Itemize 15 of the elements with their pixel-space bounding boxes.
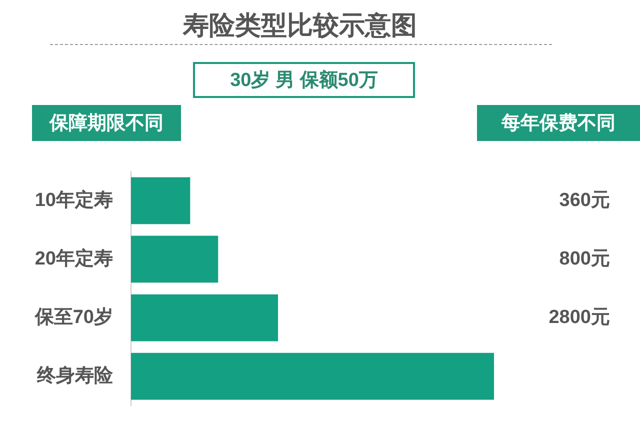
bar: [131, 352, 494, 400]
chart-title: 寿险类型比较示意图: [182, 9, 418, 42]
text: 保障期限不同: [32, 105, 181, 141]
text: 每年保费不同: [477, 105, 640, 141]
bar: [131, 177, 190, 224]
y-tick-label: 20年定寿: [34, 247, 113, 270]
bar: [131, 294, 278, 342]
y-tick-label: 终身寿险: [36, 366, 114, 387]
text: 360元: [559, 190, 610, 211]
text: 800元: [559, 248, 610, 270]
text: 30岁 男 保额50万: [193, 62, 415, 98]
bar: [131, 236, 218, 283]
text: 2800元: [548, 307, 610, 328]
y-tick-label: 保至70岁: [34, 307, 113, 328]
y-tick-label: 10年定寿: [34, 188, 113, 211]
